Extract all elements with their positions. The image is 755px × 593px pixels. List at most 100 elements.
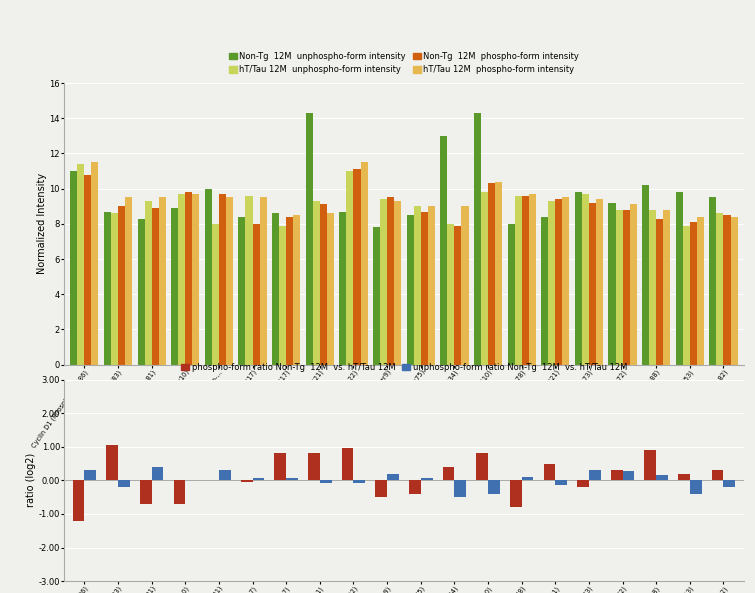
Bar	[544, 464, 555, 480]
Bar	[286, 478, 298, 480]
Bar	[272, 213, 279, 365]
Bar	[118, 206, 125, 365]
Bar	[474, 113, 481, 365]
Bar	[510, 480, 522, 507]
Bar	[342, 448, 353, 480]
Bar	[72, 480, 85, 521]
Bar	[394, 201, 401, 365]
Bar	[219, 194, 226, 365]
Bar	[253, 224, 260, 365]
Bar	[447, 224, 455, 365]
Bar	[260, 197, 267, 365]
Bar	[582, 194, 589, 365]
Bar	[414, 206, 421, 365]
Bar	[347, 171, 353, 365]
Bar	[589, 203, 596, 365]
Bar	[205, 189, 212, 365]
Bar	[522, 196, 528, 365]
Bar	[690, 222, 697, 365]
Bar	[286, 217, 293, 365]
Bar	[731, 217, 738, 365]
Bar	[528, 194, 536, 365]
Bar	[144, 201, 152, 365]
Bar	[380, 199, 387, 365]
Bar	[562, 197, 569, 365]
Bar	[541, 217, 548, 365]
Bar	[575, 192, 582, 365]
Bar	[476, 454, 488, 480]
Bar	[245, 196, 253, 365]
Bar	[407, 215, 414, 365]
Bar	[253, 478, 264, 480]
Y-axis label: ratio (log2): ratio (log2)	[26, 453, 35, 508]
Bar	[77, 164, 85, 365]
Bar	[555, 199, 562, 365]
Bar	[676, 192, 683, 365]
Bar	[488, 480, 500, 494]
Bar	[421, 478, 433, 480]
Bar	[241, 480, 253, 482]
Bar	[219, 470, 231, 480]
Bar	[140, 480, 152, 504]
Bar	[664, 210, 670, 365]
Bar	[174, 480, 185, 504]
Bar	[212, 224, 219, 365]
Bar	[522, 477, 534, 480]
Bar	[623, 210, 630, 365]
Legend: phospho-form ratio Non-Tg  12M  vs. hT/Tau 12M, unphospho-form ratio Non-Tg  12M: phospho-form ratio Non-Tg 12M vs. hT/Tau…	[179, 361, 629, 374]
Bar	[152, 208, 159, 365]
Bar	[623, 471, 634, 480]
Bar	[577, 480, 589, 487]
Bar	[178, 194, 185, 365]
Bar	[118, 480, 130, 487]
Legend: Non-Tg  12M  unphospho-form intensity, hT/Tau 12M  unphospho-form intensity, Non: Non-Tg 12M unphospho-form intensity, hT/…	[226, 50, 581, 76]
Bar	[85, 470, 96, 480]
Bar	[274, 454, 286, 480]
Bar	[327, 213, 334, 365]
Bar	[615, 210, 623, 365]
Bar	[293, 215, 300, 365]
Bar	[373, 227, 380, 365]
Bar	[152, 467, 163, 480]
Bar	[353, 169, 361, 365]
Bar	[656, 219, 664, 365]
Bar	[306, 113, 313, 365]
Bar	[455, 480, 466, 497]
Bar	[645, 450, 656, 480]
Bar	[387, 474, 399, 480]
Bar	[111, 213, 118, 365]
Bar	[279, 225, 286, 365]
Bar	[239, 217, 245, 365]
Bar	[193, 194, 199, 365]
Bar	[515, 196, 522, 365]
Bar	[589, 470, 601, 480]
Bar	[375, 480, 387, 497]
Bar	[461, 206, 469, 365]
Bar	[409, 480, 421, 494]
Bar	[313, 201, 320, 365]
Bar	[495, 181, 502, 365]
Bar	[387, 197, 394, 365]
Bar	[548, 201, 555, 365]
Bar	[91, 162, 98, 365]
Bar	[656, 476, 668, 480]
Bar	[507, 224, 515, 365]
Bar	[440, 136, 447, 365]
Bar	[683, 225, 690, 365]
Bar	[697, 217, 704, 365]
Bar	[226, 197, 233, 365]
Bar	[455, 225, 461, 365]
Y-axis label: Normalized Intensity: Normalized Intensity	[36, 173, 47, 275]
Bar	[488, 183, 495, 365]
Bar	[555, 480, 567, 485]
Bar	[642, 185, 649, 365]
Bar	[185, 192, 193, 365]
Bar	[339, 212, 347, 365]
Bar	[104, 212, 111, 365]
Bar	[421, 212, 428, 365]
Bar	[690, 480, 701, 494]
Bar	[481, 192, 488, 365]
Bar	[649, 210, 656, 365]
Bar	[320, 480, 331, 483]
Bar	[716, 213, 723, 365]
